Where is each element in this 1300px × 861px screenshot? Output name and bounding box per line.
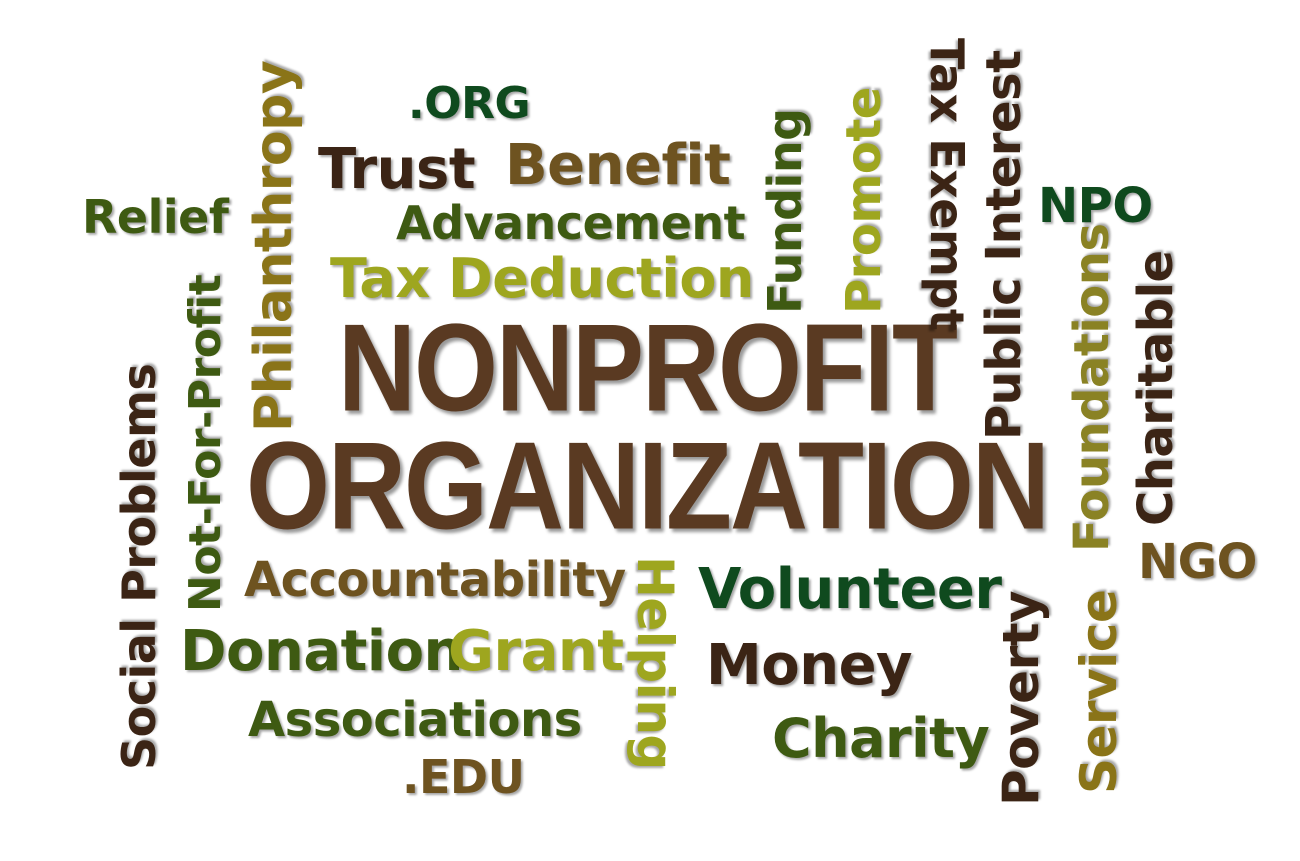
word-poverty: Poverty <box>992 590 1050 806</box>
word-foundations: Foundations <box>1064 223 1120 552</box>
word-charitable: Charitable <box>1128 250 1184 526</box>
word-money: Money <box>706 633 913 698</box>
word-relief: Relief <box>82 190 229 244</box>
word-philanthropy: Philanthropy <box>244 60 304 432</box>
word-public-interest: Public Interest <box>976 50 1032 440</box>
word-accountability: Accountability <box>244 552 626 608</box>
word-helping: Helping <box>626 556 684 770</box>
title-line-organization: ORGANIZATION <box>246 415 1050 556</box>
word-tax-exempt: Tax Exempt <box>920 38 974 331</box>
word-promote: Promote <box>836 87 892 314</box>
word-volunteer: Volunteer <box>698 557 1002 622</box>
word-npo: NPO <box>1038 178 1153 234</box>
word-associations: Associations <box>248 692 582 748</box>
word-benefit: Benefit <box>505 133 731 198</box>
word-advancement: Advancement <box>396 196 746 250</box>
word-org: .ORG <box>408 78 531 129</box>
word-ngo: NGO <box>1138 534 1257 590</box>
word-charity: Charity <box>772 707 990 770</box>
word-tax-deduction: Tax Deduction <box>330 247 754 310</box>
title-line-nonprofit: NONPROFIT <box>338 297 958 438</box>
word-grant: Grant <box>448 619 624 684</box>
word-trust: Trust <box>318 137 476 202</box>
word-service: Service <box>1070 589 1128 794</box>
word-edu: .EDU <box>402 750 525 804</box>
word-donation: Donation <box>180 619 463 684</box>
word-not-for-profit: Not-For-Profit <box>180 274 231 612</box>
word-funding: Funding <box>758 108 812 315</box>
word-social-problems: Social Problems <box>112 363 166 770</box>
